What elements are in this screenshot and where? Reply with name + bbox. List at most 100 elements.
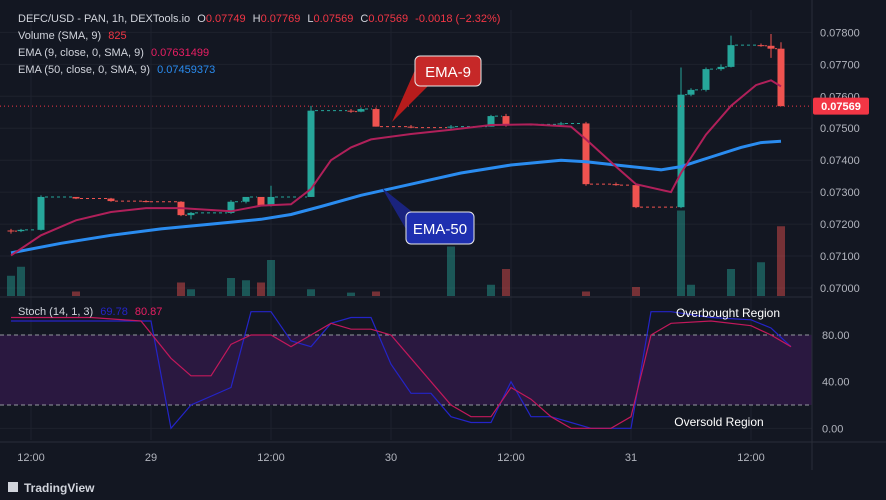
time-tick-label: 12:00 (497, 452, 525, 464)
candle-body[interactable] (612, 184, 620, 186)
price-tick-label: 0.07200 (820, 219, 860, 231)
symbol-line: DEFC/USD - PAN, 1h, DEXTools.io (18, 13, 190, 25)
stoch-d-line (11, 316, 792, 429)
volume-bar (757, 262, 765, 296)
volume-bar (187, 289, 195, 296)
stoch-axis[interactable]: 80.00 40.00 0.00 (822, 330, 850, 435)
candles[interactable] (7, 33, 785, 234)
volume-bar (257, 282, 265, 296)
volume-bar (347, 292, 355, 296)
candle-body[interactable] (557, 123, 565, 125)
stoch-d-value: 80.87 (135, 306, 163, 318)
volume-bar (72, 291, 80, 296)
tradingview-logo-icon (8, 482, 18, 492)
volume-bar (582, 291, 590, 296)
ema9-callout-text: EMA-9 (425, 64, 471, 81)
candle-body[interactable] (37, 196, 45, 230)
ema50-callout-text: EMA-50 (413, 221, 467, 238)
volume-bar (7, 275, 15, 296)
oversold-label: Oversold Region (674, 415, 763, 429)
candle-body[interactable] (727, 45, 735, 67)
volume-bar (487, 284, 495, 296)
volume-bars (7, 210, 785, 296)
tradingview-brand[interactable]: TradingView (8, 481, 95, 495)
overbought-label: Overbought Region (676, 306, 780, 320)
candle-body[interactable] (142, 201, 150, 203)
ema50-line (10, 139, 782, 255)
stoch-tick-label: 0.00 (822, 423, 843, 435)
ema9-line (10, 79, 782, 257)
candle-body[interactable] (767, 45, 775, 49)
stoch-tick-label: 40.00 (822, 377, 850, 389)
price-tick-label: 0.07800 (820, 27, 860, 39)
candle-body[interactable] (447, 126, 455, 128)
volume-bar (267, 260, 275, 296)
last-price-badge: 0.07569 (813, 97, 869, 115)
price-tick-label: 0.07700 (820, 59, 860, 71)
brand-name: TradingView (24, 481, 95, 495)
volume-bar (777, 226, 785, 296)
price-tick-label: 0.07300 (820, 187, 860, 199)
time-tick-label: 12:00 (257, 452, 285, 464)
candle-body[interactable] (17, 229, 25, 232)
candle-body[interactable] (307, 110, 315, 197)
stoch-k-line (11, 311, 792, 430)
candle-body[interactable] (582, 123, 590, 185)
ema9-callout: EMA-9 (392, 55, 482, 122)
volume-bar (177, 282, 185, 296)
candle-body[interactable] (407, 126, 415, 128)
volume-bar (227, 278, 235, 296)
volume-bar (727, 269, 735, 296)
ema50-callout: EMA-50 (382, 188, 475, 245)
price-axis[interactable]: 0.078000.077000.076000.075000.074000.073… (820, 27, 860, 295)
ema9-value: 0.07631499 (151, 47, 209, 59)
volume-value: 825 (108, 30, 126, 42)
candle-body[interactable] (757, 45, 765, 47)
volume-bar (372, 291, 380, 296)
ema50-legend: EMA (50, close, 0, SMA, 9) 0.07459373 (18, 64, 215, 76)
candle-body[interactable] (687, 89, 695, 95)
volume-bar (687, 284, 695, 296)
candle-body[interactable] (677, 94, 685, 208)
candle-body[interactable] (187, 212, 195, 216)
volume-legend: Volume (SMA, 9) 825 (18, 30, 127, 42)
volume-bar (307, 289, 315, 296)
time-tick-label: 12:00 (17, 452, 45, 464)
candle-body[interactable] (702, 69, 710, 90)
stoch-band-region (0, 335, 812, 405)
candle-body[interactable] (267, 196, 275, 206)
candle-body[interactable] (357, 109, 365, 112)
header-ohlc: DEFC/USD - PAN, 1h, DEXTools.io O0.07749… (18, 13, 500, 25)
time-tick-label: 30 (385, 452, 397, 464)
candle-body[interactable] (502, 116, 510, 126)
candle-body[interactable] (257, 196, 265, 206)
stoch-tick-label: 80.00 (822, 330, 850, 342)
candle-body[interactable] (487, 116, 495, 127)
volume-bar (502, 269, 510, 296)
candle-body[interactable] (777, 48, 785, 107)
stoch-k-value: 69.78 (100, 306, 128, 318)
candle-body[interactable] (372, 109, 380, 127)
time-tick-label: 29 (145, 452, 157, 464)
candle-body[interactable] (227, 201, 235, 213)
time-axis[interactable]: 12:00 29 12:00 30 12:00 31 12:00 (17, 452, 765, 464)
ema50-value: 0.07459373 (157, 64, 215, 76)
price-tick-label: 0.07000 (820, 283, 860, 295)
time-tick-label: 12:00 (737, 452, 765, 464)
price-tick-label: 0.07500 (820, 123, 860, 135)
candle-body[interactable] (72, 196, 80, 199)
candle-body[interactable] (107, 198, 115, 202)
change-value: -0.0018 (−2.32%) (415, 13, 500, 25)
candle-body[interactable] (242, 196, 250, 202)
candle-body[interactable] (7, 230, 15, 232)
candle-body[interactable] (717, 66, 725, 70)
volume-bar (677, 210, 685, 296)
volume-bar (17, 266, 25, 296)
stoch-legend: Stoch (14, 1, 3) 69.78 80.87 (18, 306, 162, 318)
ema9-legend: EMA (9, close, 0, SMA, 9) 0.07631499 (18, 47, 209, 59)
volume-bar (447, 246, 455, 296)
candle-body[interactable] (347, 110, 355, 112)
candle-body[interactable] (632, 185, 640, 208)
volume-bar (632, 287, 640, 296)
